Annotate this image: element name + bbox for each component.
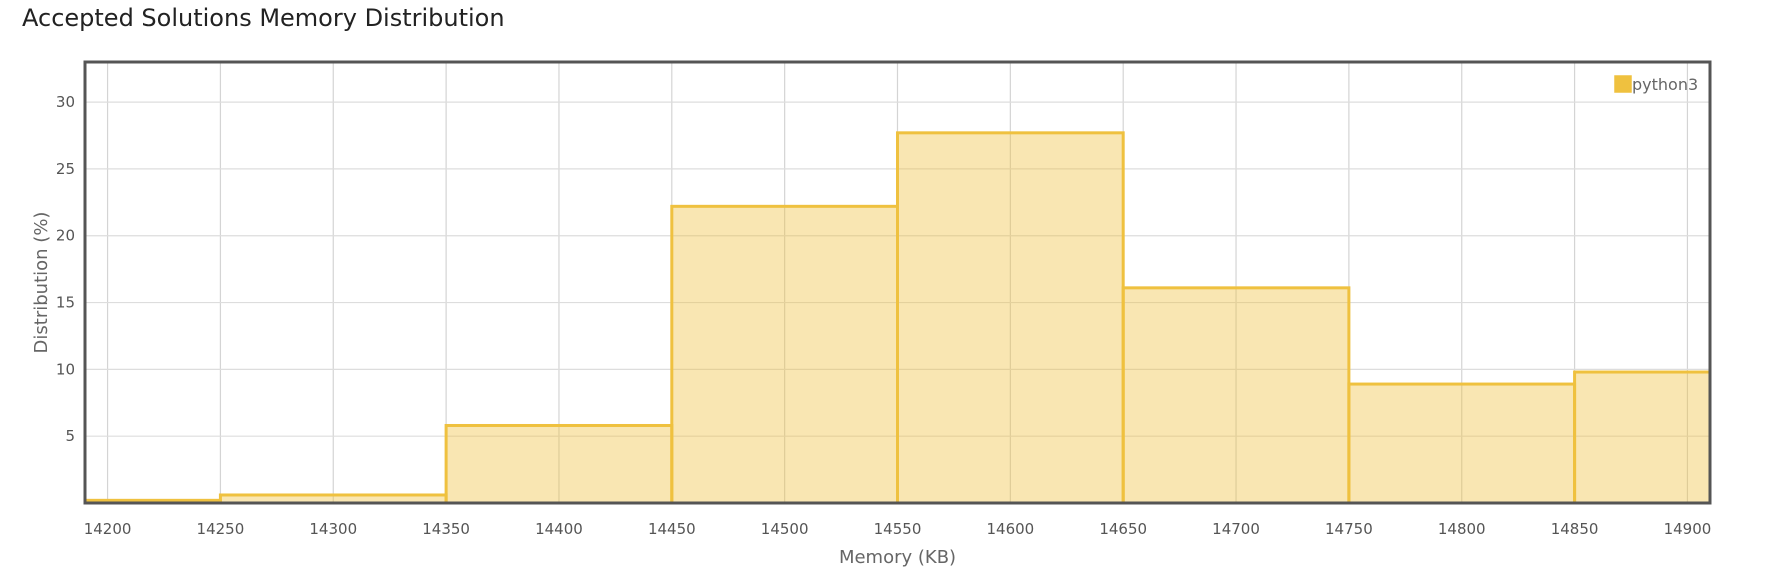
histogram-bar[interactable] (1121, 286, 1351, 505)
y-tick-label: 5 (65, 427, 75, 445)
histogram-bar[interactable] (896, 131, 1125, 505)
histogram-bar[interactable] (444, 423, 674, 505)
x-tick-label: 14900 (1664, 520, 1712, 538)
x-tick-label: 14300 (309, 520, 357, 538)
chart-title: Accepted Solutions Memory Distribution (22, 4, 505, 32)
legend-label-python3: python3 (1632, 75, 1698, 94)
histogram-bar[interactable] (670, 204, 899, 505)
x-tick-label: 14200 (84, 520, 132, 538)
legend-swatch-python3 (1614, 75, 1632, 93)
y-tick-label: 20 (56, 227, 75, 245)
tick-labels: 14200 14250 14300 14350 14400 14450 14500 14550… (56, 93, 1711, 538)
x-tick-label: 14650 (1099, 520, 1147, 538)
histogram-bars (83, 131, 1712, 505)
histogram-bar[interactable] (1347, 382, 1577, 505)
x-axis-label: Memory (KB) (839, 547, 956, 568)
y-axis-label: Distribution (%) (31, 212, 52, 354)
x-tick-label: 14800 (1438, 520, 1486, 538)
plot-frame (83, 60, 1712, 505)
y-tick-label: 25 (56, 160, 75, 178)
x-tick-label: 14250 (197, 520, 245, 538)
x-tick-label: 14400 (535, 520, 583, 538)
legend[interactable]: python3 (1614, 75, 1698, 94)
x-tick-label: 14500 (761, 520, 809, 538)
x-tick-label: 14350 (422, 520, 470, 538)
x-tick-label: 14550 (874, 520, 922, 538)
y-tick-label: 15 (56, 294, 75, 312)
y-tick-label: 10 (56, 360, 75, 378)
x-tick-label: 14600 (986, 520, 1034, 538)
histogram-bar[interactable] (1573, 370, 1712, 505)
x-tick-label: 14850 (1551, 520, 1599, 538)
x-tick-label: 14450 (648, 520, 696, 538)
y-tick-label: 30 (56, 93, 75, 111)
x-tick-label: 14750 (1325, 520, 1373, 538)
x-tick-label: 14700 (1212, 520, 1260, 538)
